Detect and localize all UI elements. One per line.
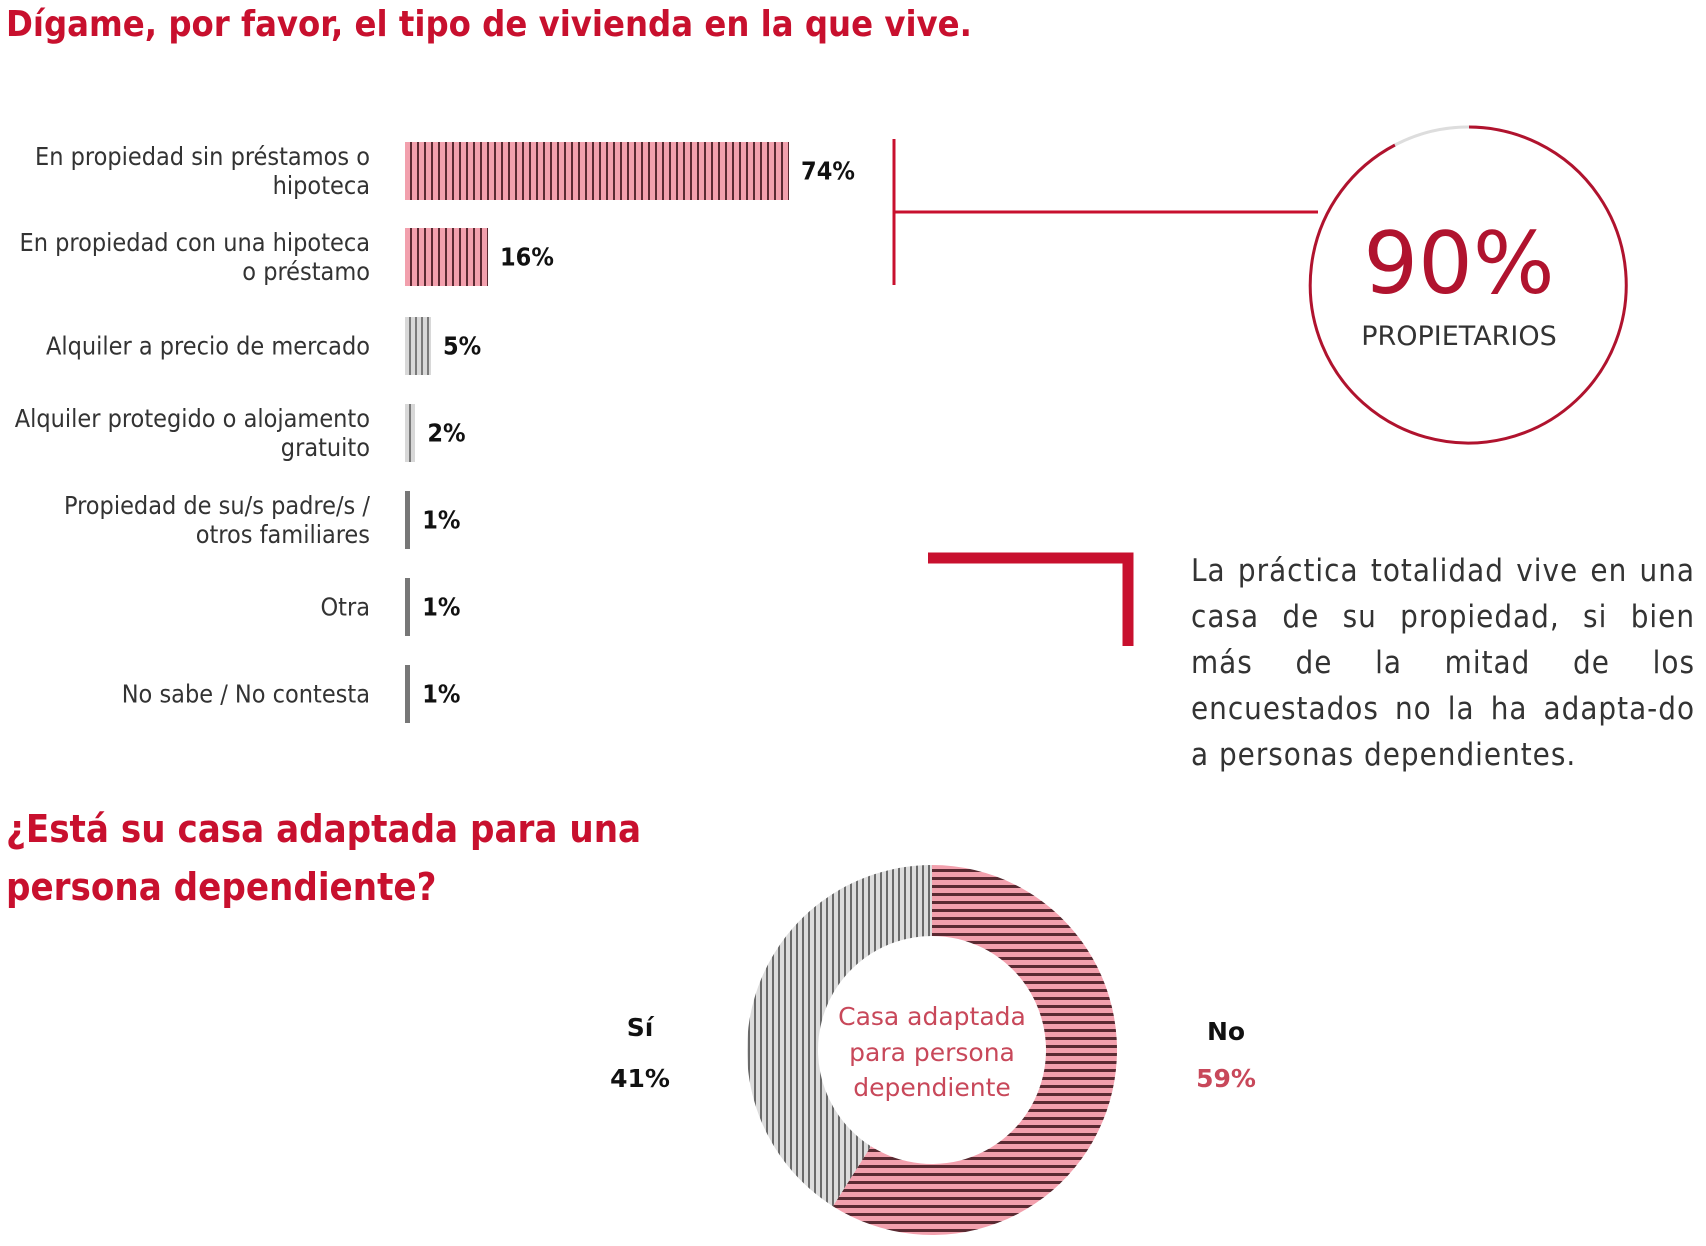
bar-value-label: 16% <box>500 242 554 272</box>
bar <box>405 142 790 200</box>
callout-circle-gap <box>1394 125 1470 147</box>
bar-value-label: 1% <box>422 505 461 535</box>
bar-value-label: 5% <box>442 331 482 361</box>
bar <box>405 578 411 636</box>
donut-center-line-2: para persona <box>849 1038 1015 1067</box>
bar-value-label: 1% <box>422 592 461 622</box>
slice-name-si: Sí <box>627 1013 655 1042</box>
bar <box>405 665 411 723</box>
bar-value-label: 74% <box>801 156 855 186</box>
donut-center-line-1: Casa adaptada <box>838 1002 1026 1031</box>
bar-category-label: Propiedad de su/s padre/s / otros famili… <box>63 491 370 549</box>
housing-type-title: Dígame, por favor, el tipo de vivienda e… <box>6 4 972 45</box>
bar-category-label: Otra <box>320 592 370 622</box>
bar-value-label: 2% <box>427 418 466 448</box>
bar-category-label: En propiedad con una hipoteca o préstamo <box>19 228 370 286</box>
donut-slice-no <box>832 865 1117 1235</box>
summary-note: La práctica totalidad vive en una casa d… <box>1191 553 1695 773</box>
bar <box>405 491 411 549</box>
callout-label: PROPIETARIOS <box>1361 321 1557 352</box>
donut-center-line-3: dependiente <box>853 1073 1011 1102</box>
slice-name-no: No <box>1207 1017 1245 1046</box>
donut-slice-si <box>747 865 932 1207</box>
adapted-home-title: ¿Está su casa adaptada para una persona … <box>6 807 642 909</box>
bar-value-label: 1% <box>422 679 461 709</box>
donut-chart <box>747 865 1117 1235</box>
slice-label-si: 41% <box>610 1064 670 1093</box>
bar <box>405 404 416 462</box>
bar-category-label: Alquiler a precio de mercado <box>45 331 370 361</box>
bar <box>405 228 489 286</box>
slice-label-no: 59% <box>1196 1064 1256 1093</box>
bar-category-label: En propiedad sin préstamos o hipoteca <box>35 142 370 200</box>
callout-value: 90% <box>1363 214 1554 314</box>
bar-category-label: Alquiler protegido o alojamento gratuito <box>14 404 370 462</box>
bar <box>405 317 431 375</box>
corner-bracket <box>928 552 1134 646</box>
bar-category-label: No sabe / No contesta <box>121 679 370 709</box>
callout-circle <box>1308 125 1628 445</box>
